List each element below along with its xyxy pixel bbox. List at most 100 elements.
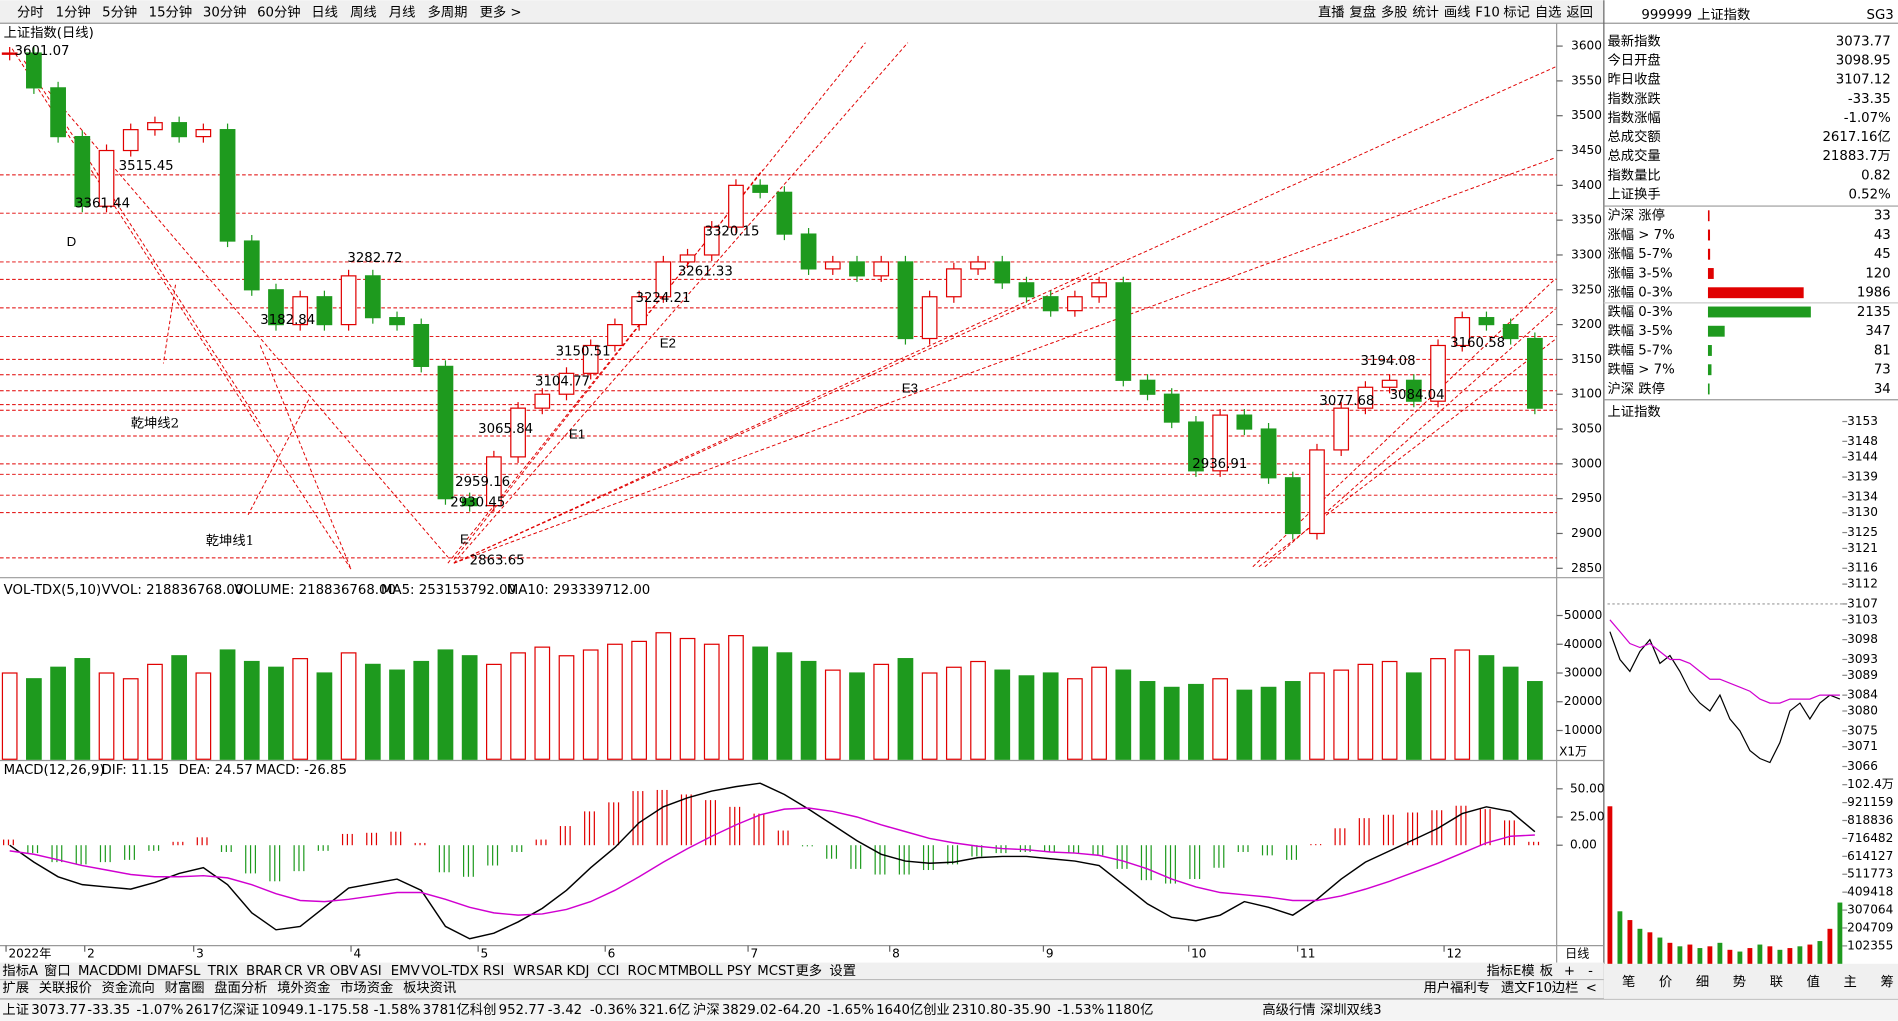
info-tab[interactable]: 扩展 [2,980,29,996]
indicator-tab[interactable]: + [1564,964,1575,979]
side-tab[interactable]: 主 [1844,974,1857,990]
y-tick-label: 3400 [1571,178,1602,192]
volume-bar [921,672,938,760]
volume-bar [1,672,18,760]
side-tab[interactable]: 细 [1696,974,1709,990]
indicator-tab[interactable]: CR [284,964,303,979]
indicator-tab[interactable]: 板 [1540,963,1553,979]
period-tab[interactable]: 日线 [311,4,338,20]
info-tab[interactable]: 边栏 [1552,980,1579,996]
tool-button[interactable]: 自选 [1535,4,1562,20]
info-tab[interactable]: 板块资讯 [403,980,456,996]
indicator-tab[interactable]: RSI [483,964,505,979]
indicator-tab[interactable]: MCST [757,964,795,979]
info-tab[interactable]: 财富圈 [165,979,205,996]
volume-bar [1333,669,1350,760]
indicator-tab[interactable]: TRIX [207,964,238,979]
tool-button[interactable]: F10 [1475,5,1500,20]
info-tab[interactable]: 境外资金 [277,980,330,996]
side-tab[interactable]: 筹 [1880,973,1893,990]
side-tab[interactable]: 势 [1733,974,1746,990]
side-tab[interactable]: 联 [1770,974,1783,990]
indicator-tab[interactable]: SAR [536,964,563,979]
indicator-tab[interactable]: - [1588,964,1593,979]
period-tab[interactable]: 5分钟 [102,3,137,20]
volume-bar [800,660,817,760]
info-tab[interactable]: < [1586,981,1597,996]
tool-button[interactable]: 直播 [1318,4,1345,20]
tool-button[interactable]: 统计 [1412,4,1439,20]
side-tab[interactable]: 笔 [1622,974,1635,990]
indicator-tab[interactable]: 窗口 [44,962,71,979]
period-tab[interactable]: 分时 [17,4,44,20]
readout: VOLUME: 218836768.00 [234,583,396,598]
mini-volume-bar [1757,944,1763,964]
indicator-tab[interactable]: FSL [177,964,201,979]
indicator-tab[interactable]: WR [513,964,535,979]
indicator-tab[interactable]: ASI [360,964,381,979]
mini-volume-bar [1677,946,1683,964]
indicator-tab[interactable]: VOL-TDX [421,964,479,979]
indicator-tab[interactable]: PSY [727,964,752,979]
y-tick-label: 3350 [1571,213,1602,227]
indicator-tab[interactable]: CCI [597,964,620,979]
mini-volume-bar [1607,806,1613,964]
period-tab[interactable]: 周线 [350,4,377,20]
volume-bar [1188,683,1204,760]
indicator-tab[interactable]: 设置 [829,963,856,979]
period-tab[interactable]: 15分钟 [149,3,193,20]
y-tick-label: 3250 [1571,282,1602,296]
tool-button[interactable]: 返回 [1566,4,1593,20]
y-tick-label: 3500 [1571,108,1602,122]
info-tab[interactable]: 市场资金 [340,979,393,996]
period-tab[interactable]: 月线 [389,4,416,20]
annotation: 乾坤线1 [206,533,254,549]
period-tab[interactable]: 多周期 [428,3,468,20]
indicator-tab[interactable]: BOLL [689,964,724,979]
tool-button[interactable]: 复盘 [1349,3,1376,20]
date-label: 4 [353,947,361,961]
date-label: 8 [892,947,900,961]
indicator-tab[interactable]: DMI [116,964,142,979]
indicator-tab[interactable]: VR [307,964,325,979]
indicator-tab[interactable]: BRAR [246,964,282,979]
indicator-tab[interactable]: ROC [628,964,657,979]
candle [122,129,139,152]
volume-bar [1381,660,1398,760]
period-tab[interactable]: 更多 > [480,3,522,20]
pointer [247,399,310,515]
mini-price-tick: 3103 [1847,612,1878,626]
indicator-tab[interactable]: KDJ [566,964,589,979]
indicator-tab[interactable]: 指标A [2,963,38,979]
side-tab[interactable]: 值 [1807,974,1820,990]
period-tab[interactable]: 60分钟 [257,3,301,20]
status-extra[interactable]: 高级行情 [1262,1001,1315,1018]
candle [752,184,769,193]
volume-bar [1042,672,1059,760]
indicator-tab[interactable]: MACD [78,964,118,979]
period-tab[interactable]: 30分钟 [203,3,247,20]
info-tab[interactable]: 资金流向 [102,980,155,996]
status-extra[interactable]: 深圳双线3 [1320,1002,1382,1018]
indicator-tab[interactable]: 指标E模 [1486,963,1534,979]
candle [945,268,962,298]
annotation: E2 [660,336,676,351]
tool-button[interactable]: 画线 [1444,4,1471,20]
tool-button[interactable]: 标记 [1503,4,1530,20]
side-tab[interactable]: 价 [1659,975,1672,990]
indicator-tab[interactable]: OBV [330,964,358,979]
period-tab[interactable]: 1分钟 [56,3,91,20]
indicator-tab[interactable]: EMV [391,964,420,979]
indicator-tab[interactable]: MTM [658,964,689,979]
info-tab[interactable]: 遗文F10 [1501,980,1552,996]
info-tab[interactable]: 关联报价 [39,980,92,996]
indicator-tab[interactable]: 更多 [796,962,823,979]
tool-button[interactable]: 多股 [1381,3,1408,20]
date-label: 12 [1446,947,1461,961]
indicator-tab[interactable]: DMA [147,964,178,979]
mini-volume-bar [1717,942,1723,964]
info-tab[interactable]: 用户福利专 [1423,979,1489,996]
volume-bar [1309,672,1325,760]
info-tab[interactable]: 盘面分析 [214,979,267,996]
